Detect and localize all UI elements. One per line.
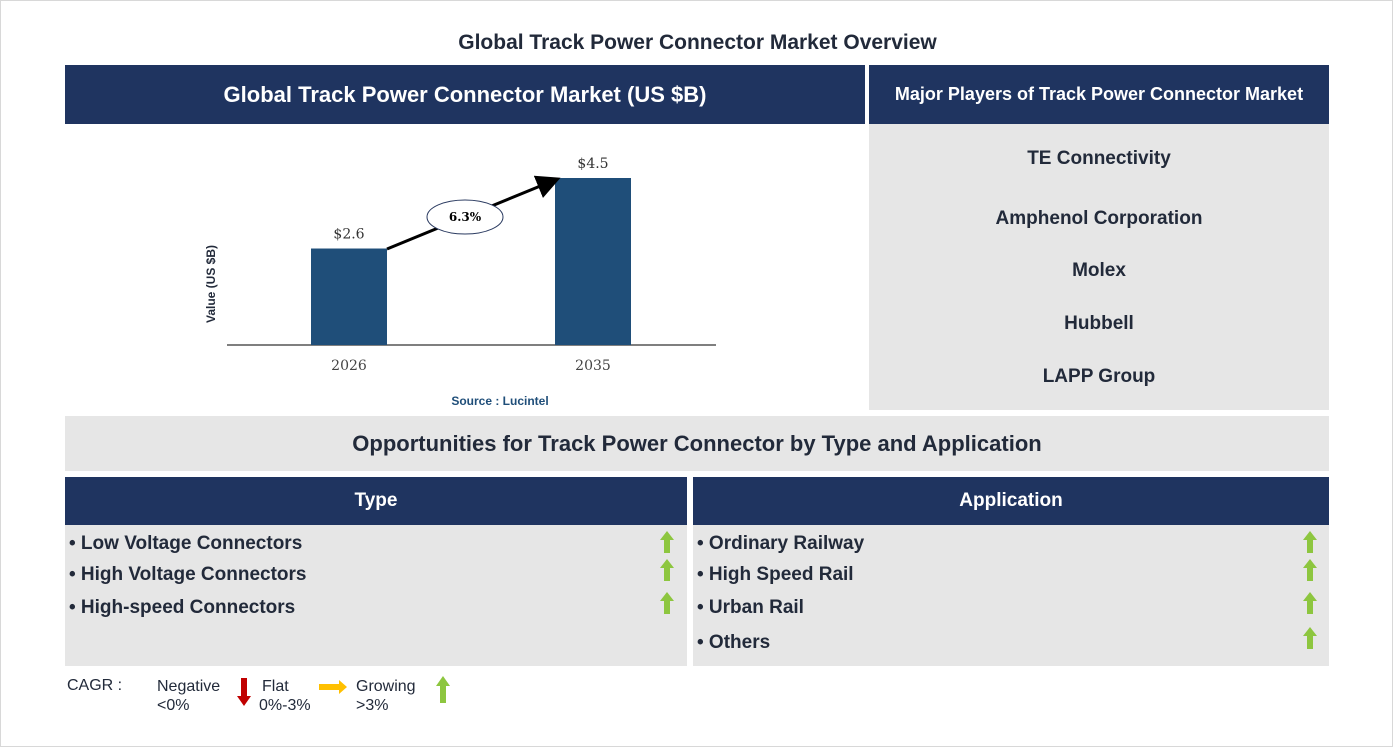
opportunities-header: Opportunities for Track Power Connector … — [65, 416, 1329, 471]
legend-negative-range: <0% — [157, 697, 190, 714]
type-header: Type — [65, 477, 687, 525]
growing-arrow-icon — [1303, 531, 1317, 553]
player-item: TE Connectivity — [1027, 148, 1171, 169]
type-item: • High-speed Connectors — [69, 597, 296, 618]
page-title: Global Track Power Connector Market Over… — [458, 31, 937, 54]
player-item: LAPP Group — [1042, 366, 1156, 387]
legend-negative: Negative <0% — [157, 677, 220, 715]
players-panel — [869, 124, 1329, 410]
type-item: • High Voltage Connectors — [69, 564, 307, 585]
application-item: • Others — [697, 632, 771, 653]
legend-growing-label: Growing — [356, 678, 416, 695]
growing-arrow-icon — [436, 676, 450, 703]
source-label: Source : Lucintel — [451, 394, 548, 408]
bar-2035 — [555, 178, 631, 345]
players-header: Major Players of Track Power Connector M… — [869, 65, 1329, 124]
application-item: • High Speed Rail — [697, 564, 854, 585]
growing-arrow-icon — [660, 592, 674, 614]
growing-arrow-icon — [1303, 559, 1317, 581]
application-item: • Ordinary Railway — [697, 533, 865, 554]
application-panel — [693, 525, 1329, 666]
player-item: Molex — [1072, 260, 1126, 281]
legend-flat-range: 0%-3% — [259, 697, 311, 714]
legend-growing: Growing >3% — [356, 677, 416, 715]
growing-arrow-icon — [1303, 627, 1317, 649]
x-tick-label: 2035 — [575, 358, 611, 374]
type-panel — [65, 525, 687, 666]
legend-flat-label: Flat — [262, 678, 289, 695]
x-tick-label: 2026 — [331, 358, 367, 374]
growing-arrow-icon — [660, 559, 674, 581]
legend-cagr-label: CAGR : — [67, 677, 123, 694]
application-item: • Urban Rail — [697, 597, 804, 618]
player-item: Amphenol Corporation — [995, 208, 1203, 229]
bar-chart: Value (US $B) $2.6 2026 $4.5 2035 6.3% Sour… — [204, 156, 716, 408]
player-item: Hubbell — [1064, 313, 1134, 334]
negative-arrow-icon — [237, 678, 251, 706]
growing-arrow-icon — [660, 531, 674, 553]
y-axis-label: Value (US $B) — [204, 245, 218, 323]
legend-flat: Flat 0%-3% — [259, 677, 311, 715]
cagr-label: 6.3% — [449, 210, 482, 224]
chart-header: Global Track Power Connector Market (US … — [65, 65, 865, 124]
data-label: $2.6 — [333, 227, 364, 243]
data-label: $4.5 — [577, 156, 608, 172]
legend-negative-label: Negative — [157, 678, 221, 695]
type-item: • Low Voltage Connectors — [69, 533, 303, 554]
bar-2026 — [311, 248, 387, 345]
application-header: Application — [693, 477, 1329, 525]
flat-arrow-icon — [319, 680, 347, 694]
legend-growing-range: >3% — [356, 697, 389, 714]
growing-arrow-icon — [1303, 592, 1317, 614]
cagr-bubble — [426, 199, 504, 235]
